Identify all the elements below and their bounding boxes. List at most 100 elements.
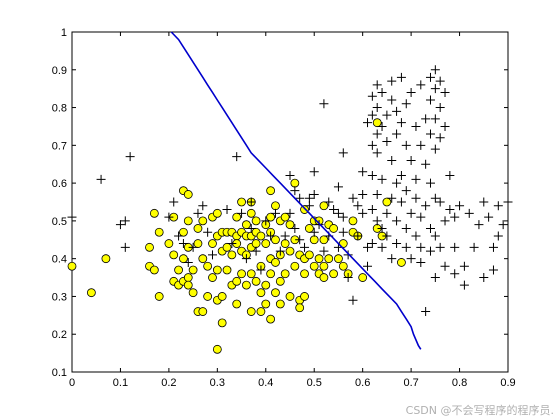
positive-point — [450, 242, 460, 252]
negative-point — [212, 208, 222, 218]
negative-point — [154, 227, 164, 237]
decision-boundary — [170, 31, 422, 350]
y-tick-label: 0.8 — [52, 103, 67, 115]
positive-point — [440, 216, 450, 226]
positive-point — [377, 242, 387, 252]
positive-point — [488, 265, 498, 275]
negative-point — [237, 197, 246, 207]
positive-point — [290, 223, 300, 233]
negative-point — [285, 246, 295, 256]
positive-point — [338, 148, 348, 158]
negative-point — [149, 208, 159, 218]
negative-point — [222, 242, 232, 252]
positive-point — [285, 208, 295, 218]
positive-point — [435, 242, 445, 252]
negative-point — [261, 239, 271, 248]
negative-point — [246, 208, 256, 218]
positive-point — [406, 254, 416, 264]
positive-point — [266, 231, 276, 241]
positive-point — [425, 72, 435, 82]
positive-point — [193, 208, 203, 218]
negative-point — [280, 269, 290, 279]
negative-point — [179, 254, 188, 264]
positive-point — [300, 242, 310, 252]
positive-point — [479, 197, 489, 207]
positive-point — [440, 87, 450, 97]
positive-point — [309, 227, 319, 237]
positive-point — [314, 220, 324, 230]
positive-point — [377, 121, 387, 131]
x-tick-label: 0.2 — [161, 377, 176, 389]
negative-point — [319, 201, 329, 211]
negative-point — [271, 258, 280, 267]
positive-point — [430, 84, 440, 94]
negative-point — [179, 227, 188, 237]
negative-point — [295, 303, 305, 313]
positive-point — [275, 246, 285, 256]
positive-point — [435, 133, 445, 143]
positive-point — [329, 205, 339, 215]
positive-point — [319, 99, 329, 109]
negative-point — [261, 280, 271, 290]
negative-point — [183, 280, 193, 290]
negative-point — [256, 231, 266, 241]
positive-point — [363, 242, 373, 252]
negative-point — [164, 239, 174, 248]
positive-point — [450, 212, 460, 222]
y-tick-label: 0.3 — [52, 291, 67, 303]
positive-point — [290, 186, 300, 196]
positive-point — [430, 114, 440, 124]
positive-point — [246, 197, 256, 207]
negative-point — [217, 292, 227, 301]
negative-point — [266, 269, 276, 279]
positive-point — [416, 257, 426, 267]
positive-point — [435, 76, 445, 86]
negative-point — [285, 220, 295, 230]
x-tick-label: 0.6 — [355, 377, 370, 389]
negative-point — [271, 288, 280, 298]
positive-point — [169, 197, 179, 207]
positive-point — [367, 205, 377, 215]
positive-point — [67, 212, 77, 222]
positive-point — [392, 178, 402, 188]
positive-point — [363, 118, 373, 128]
x-tick-label: 0.8 — [452, 377, 467, 389]
positive-point — [295, 235, 305, 245]
x-tick-label: 0.9 — [500, 377, 515, 389]
positive-point — [367, 140, 377, 150]
positive-point — [115, 220, 125, 230]
positive-point — [232, 152, 242, 162]
negative-point — [86, 288, 96, 298]
negative-point — [188, 265, 198, 275]
negative-point — [266, 186, 276, 196]
positive-point — [425, 95, 435, 105]
negative-point — [183, 273, 193, 282]
negative-point — [222, 265, 232, 275]
positive-point — [338, 212, 348, 222]
positive-point — [392, 239, 402, 249]
negative-point — [198, 216, 208, 226]
positive-point — [484, 212, 494, 222]
positive-point — [459, 280, 469, 290]
negative-point — [183, 216, 193, 226]
positive-point — [425, 129, 435, 139]
positive-point — [425, 178, 435, 188]
y-tick-label: 1 — [61, 27, 67, 39]
positive-point — [425, 223, 435, 233]
positive-point — [416, 242, 426, 252]
positive-point — [372, 103, 382, 113]
negative-point — [304, 250, 314, 260]
positive-point — [411, 174, 421, 184]
positive-point — [396, 171, 406, 181]
positive-point — [488, 242, 498, 252]
negative-point — [280, 239, 290, 248]
x-tick-label: 0 — [69, 377, 75, 389]
positive-point — [324, 197, 334, 207]
positive-point — [183, 257, 193, 267]
positive-point — [348, 295, 358, 305]
positive-point — [430, 65, 440, 75]
negative-point — [256, 307, 266, 316]
negative-point — [290, 261, 300, 271]
positive-point — [363, 261, 373, 271]
positive-point — [445, 205, 455, 215]
